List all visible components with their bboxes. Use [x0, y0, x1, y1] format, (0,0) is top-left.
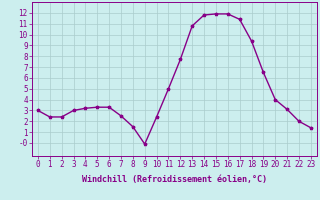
X-axis label: Windchill (Refroidissement éolien,°C): Windchill (Refroidissement éolien,°C): [82, 175, 267, 184]
